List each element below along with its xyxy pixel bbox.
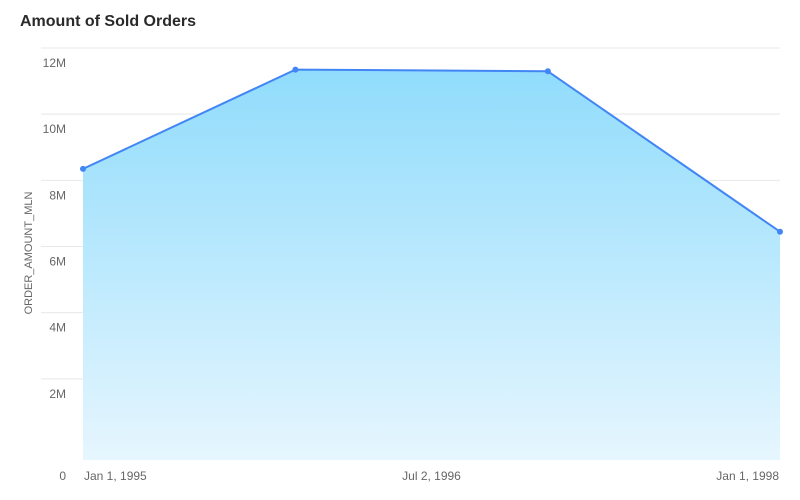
y-tick-label: 6M	[49, 255, 66, 269]
x-tick-label: Jul 2, 1996	[402, 469, 461, 483]
data-point[interactable]	[544, 68, 551, 75]
y-tick-label: 2M	[49, 387, 66, 401]
y-tick-label: 10M	[43, 122, 66, 136]
series-line	[82, 68, 781, 233]
data-point[interactable]	[292, 66, 299, 73]
y-axis-title: ORDER_AMOUNT_MLN	[23, 192, 35, 315]
x-tick-label: Jan 1, 1998	[716, 469, 779, 483]
area-layer	[82, 68, 781, 460]
y-tick-label: 4M	[49, 321, 66, 335]
x-axis-ticks: Jan 1, 1995 Jul 2, 1996 Jan 1, 1998	[84, 469, 779, 483]
chart-title: Amount of Sold Orders	[20, 13, 196, 30]
y-axis-ticks: 0 2M 4M 6M 8M 10M 12M	[43, 56, 67, 483]
data-points	[80, 66, 783, 235]
area-fill	[83, 69, 780, 460]
y-tick-label: 12M	[43, 56, 66, 70]
data-point[interactable]	[777, 228, 783, 235]
y-tick-label: 8M	[49, 188, 66, 202]
y-tick-label: 0	[59, 469, 66, 483]
x-tick-label: Jan 1, 1995	[84, 469, 147, 483]
data-point[interactable]	[80, 165, 86, 172]
